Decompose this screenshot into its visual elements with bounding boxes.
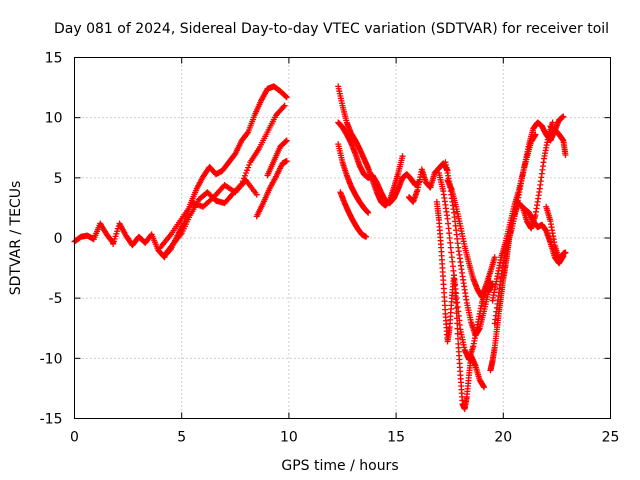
- data-point: [253, 191, 260, 198]
- data-point: [363, 233, 370, 240]
- data-point: [455, 335, 462, 342]
- data-point: [491, 254, 498, 261]
- data-point: [365, 209, 372, 216]
- y-tick-label: -5: [49, 291, 63, 307]
- data-point: [562, 249, 569, 256]
- y-tick-labels: -15 -10 -5 0 5 10 15: [40, 51, 63, 428]
- data-point: [283, 157, 290, 164]
- y-tick-label: 5: [54, 171, 63, 187]
- x-tick-label: 20: [494, 430, 512, 446]
- x-tick-label: 15: [387, 430, 405, 446]
- data-point: [283, 94, 290, 101]
- x-tick-label: 5: [177, 430, 186, 446]
- x-axis-label: GPS time / hours: [281, 458, 398, 474]
- data-point: [282, 93, 289, 100]
- data-marks: [71, 83, 569, 412]
- data-point: [454, 325, 461, 332]
- x-tick-label: 0: [70, 430, 79, 446]
- data-point: [454, 330, 461, 337]
- y-tick-label: 0: [54, 231, 63, 247]
- chart-title: Day 081 of 2024, Sidereal Day-to-day VTE…: [54, 21, 609, 37]
- x-tick-label: 25: [602, 430, 620, 446]
- data-point: [562, 151, 569, 158]
- data-point: [244, 167, 251, 174]
- x-tick-labels: 0 5 10 15 20 25: [70, 430, 619, 446]
- data-point: [282, 138, 289, 145]
- plot-frame: [74, 57, 611, 419]
- data-point: [243, 170, 250, 177]
- data-point: [560, 113, 567, 120]
- data-point: [453, 305, 460, 312]
- y-tick-label: 10: [45, 111, 63, 127]
- data-point: [532, 131, 539, 138]
- y-tick-label: 15: [45, 51, 63, 67]
- data-point: [245, 164, 252, 171]
- x-tick-label: 10: [280, 430, 298, 446]
- y-axis-label: SDTVAR / TECUs: [8, 181, 24, 296]
- data-point: [280, 103, 287, 110]
- data-point: [399, 153, 406, 160]
- grid: [74, 57, 611, 419]
- y-tick-label: -15: [40, 412, 63, 428]
- data-point: [209, 195, 216, 202]
- data-point: [481, 384, 488, 391]
- data-point: [283, 137, 290, 144]
- data-point: [244, 130, 251, 137]
- data-point: [281, 102, 288, 109]
- data-point: [246, 161, 253, 168]
- data-point: [241, 172, 248, 179]
- y-tick-label: -10: [40, 351, 63, 367]
